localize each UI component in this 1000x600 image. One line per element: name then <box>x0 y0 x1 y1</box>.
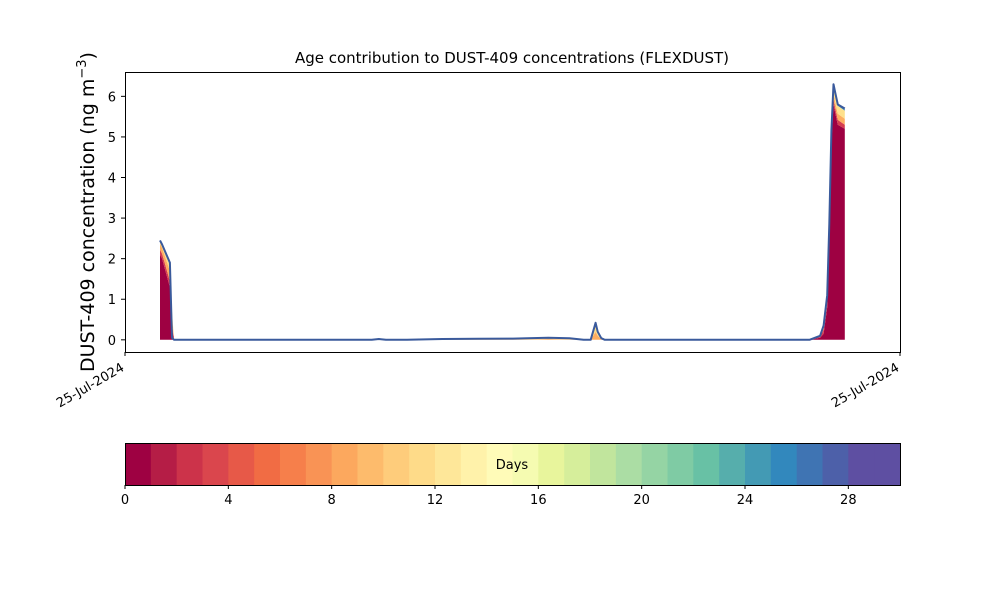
y-tick-label: 5 <box>108 131 116 146</box>
colorbar-swatch <box>538 443 565 485</box>
plot-frame <box>125 72 901 353</box>
colorbar: 0 4 8 12 16 20 24 28 <box>121 443 901 508</box>
colorbar-swatch <box>460 443 488 485</box>
colorbar-swatch <box>486 443 514 485</box>
chart-title: Age contribution to DUST-409 concentrati… <box>295 49 729 67</box>
colorbar-swatch <box>512 443 539 485</box>
x-tick-label: 25-Jul-2024 <box>829 360 902 411</box>
colorbar-swatch <box>202 443 229 485</box>
colorbar-swatch <box>357 443 384 485</box>
colorbar-tick-label: 28 <box>840 493 857 508</box>
age-band-area-4 <box>160 84 845 340</box>
colorbar-swatch <box>305 443 333 485</box>
colorbar-swatch <box>770 443 798 485</box>
y-tick-label: 1 <box>108 293 116 308</box>
colorbar-frame <box>125 443 901 486</box>
y-tick-label: 3 <box>108 212 116 227</box>
colorbar-tick-label: 0 <box>121 493 129 508</box>
colorbar-swatch <box>125 443 152 485</box>
x-axis: 25-Jul-2024 25-Jul-2024 <box>54 352 902 411</box>
colorbar-swatch <box>667 443 694 485</box>
total-line <box>159 83 846 341</box>
age-band-area-3 <box>160 85 845 340</box>
colorbar-swatch <box>848 443 875 485</box>
colorbar-swatch <box>150 443 178 485</box>
colorbar-swatch <box>719 443 746 485</box>
y-tick-label: 4 <box>108 172 116 187</box>
colorbar-swatch <box>590 443 617 485</box>
age-band-area-0 <box>160 104 845 340</box>
colorbar-swatch <box>641 443 669 485</box>
colorbar-swatch <box>745 443 772 485</box>
total-concentration-line <box>159 83 846 341</box>
y-tick-label: 6 <box>108 90 116 105</box>
colorbar-swatch <box>254 443 281 485</box>
colorbar-swatch <box>822 443 849 485</box>
y-axis: 0 1 2 3 4 5 6 <box>108 90 125 349</box>
colorbar-tick-label: 24 <box>737 493 754 508</box>
y-tick-label: 0 <box>108 334 116 349</box>
colorbar-swatch <box>796 443 824 485</box>
colorbar-swatch <box>874 443 901 485</box>
colorbar-tick-label: 8 <box>328 493 336 508</box>
colorbar-swatch <box>435 443 462 485</box>
colorbar-tick-label: 12 <box>427 493 444 508</box>
colorbar-swatch <box>409 443 436 485</box>
colorbar-swatch <box>564 443 591 485</box>
y-tick-label: 2 <box>108 253 116 268</box>
colorbar-tick-label: 16 <box>530 493 547 508</box>
age-band-area-1 <box>160 99 845 340</box>
colorbar-swatch <box>615 443 643 485</box>
age-band-area-2 <box>160 93 845 340</box>
colorbar-swatch <box>228 443 255 485</box>
colorbar-tick-label: 4 <box>224 493 232 508</box>
age-stack-areas <box>160 84 845 340</box>
y-axis-label: DUST-409 concentration (ng m−3) <box>75 52 99 372</box>
colorbar-swatch <box>331 443 359 485</box>
colorbar-swatch <box>280 443 307 485</box>
colorbar-swatch <box>693 443 720 485</box>
colorbar-tick-label: 20 <box>633 493 650 508</box>
colorbar-swatch <box>383 443 410 485</box>
colorbar-label: Days <box>496 458 529 473</box>
colorbar-swatch <box>176 443 204 485</box>
